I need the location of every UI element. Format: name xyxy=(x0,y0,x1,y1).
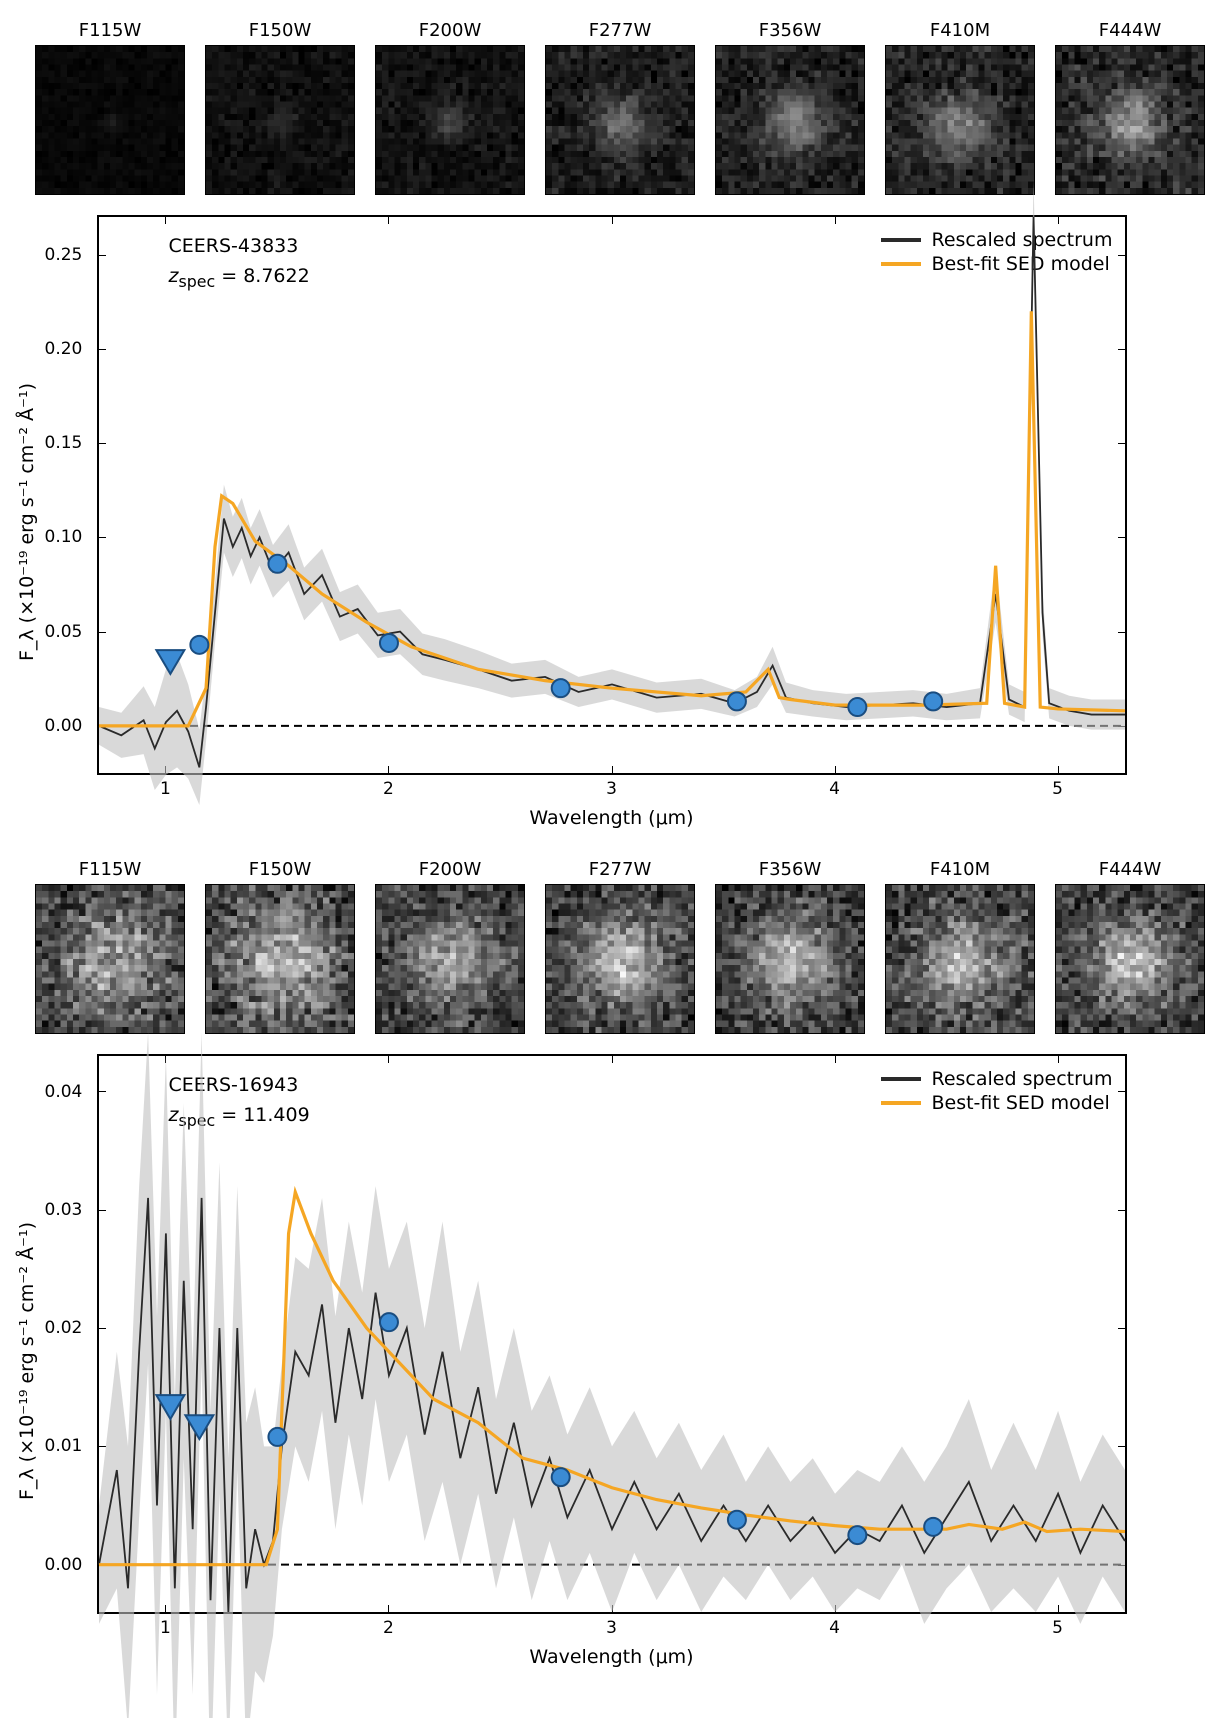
thumbnail-image xyxy=(545,45,695,195)
y-tick-label: 0.25 xyxy=(45,245,83,265)
y-tick-label: 0.03 xyxy=(45,1200,83,1220)
x-tick-label: 3 xyxy=(606,1618,617,1638)
thumbnail: F150W xyxy=(205,20,355,195)
photometry-point xyxy=(848,698,866,716)
filter-label: F356W xyxy=(759,859,822,880)
photometry-point xyxy=(551,679,569,697)
photometry-point xyxy=(379,634,397,652)
y-tick-label: 0.04 xyxy=(45,1082,83,1102)
y-tick-label: 0.02 xyxy=(45,1318,83,1338)
photometry-point xyxy=(924,692,942,710)
photometry-point xyxy=(551,1468,569,1486)
spectrum-line xyxy=(99,217,1125,767)
thumbnail-image xyxy=(1055,45,1205,195)
x-tick-label: 2 xyxy=(383,779,394,799)
spectrum-error-band xyxy=(99,1032,1125,1718)
x-tick-label: 5 xyxy=(1052,779,1063,799)
thumbnail: F200W xyxy=(375,20,525,195)
filter-label: F150W xyxy=(249,859,312,880)
photometry-point xyxy=(848,1526,866,1544)
filter-label: F277W xyxy=(589,20,652,41)
plot-svg xyxy=(99,1056,1125,1612)
filter-label: F150W xyxy=(249,20,312,41)
thumbnail-image xyxy=(715,45,865,195)
photometry-point xyxy=(379,1313,397,1331)
thumbnail-row: F115W F150W F200W F277W F356W F410M F444W xyxy=(30,20,1193,205)
filter-label: F444W xyxy=(1099,20,1162,41)
filter-label: F356W xyxy=(759,20,822,41)
y-tick-label: 0.10 xyxy=(45,527,83,547)
thumbnail: F150W xyxy=(205,859,355,1034)
filter-label: F115W xyxy=(79,859,142,880)
y-tick-label: 0.05 xyxy=(45,622,83,642)
thumbnail: F277W xyxy=(545,859,695,1034)
thumbnail-image xyxy=(1055,884,1205,1034)
sed-chart: F_λ (×10⁻¹⁹ erg s⁻¹ cm⁻² Å⁻¹)Rescaled sp… xyxy=(97,215,1127,829)
thumbnail: F444W xyxy=(1055,859,1205,1034)
photometry-point xyxy=(727,1511,745,1529)
y-tick-label: 0.15 xyxy=(45,433,83,453)
filter-label: F410M xyxy=(930,859,990,880)
filter-label: F277W xyxy=(589,859,652,880)
plot-svg xyxy=(99,217,1125,773)
thumbnail: F410M xyxy=(885,20,1035,195)
thumbnail: F277W xyxy=(545,20,695,195)
y-tick-label: 0.01 xyxy=(45,1436,83,1456)
y-axis-label: F_λ (×10⁻¹⁹ erg s⁻¹ cm⁻² Å⁻¹) xyxy=(16,1222,38,1500)
thumbnail-image xyxy=(35,884,185,1034)
y-tick-label: 0.00 xyxy=(45,1555,83,1575)
thumbnail: F410M xyxy=(885,859,1035,1034)
photometry-point xyxy=(924,1518,942,1536)
x-tick-label: 4 xyxy=(829,779,840,799)
sed-chart: F_λ (×10⁻¹⁹ erg s⁻¹ cm⁻² Å⁻¹)Rescaled sp… xyxy=(97,1054,1127,1668)
photometry-point xyxy=(268,555,286,573)
y-tick-label: 0.20 xyxy=(45,339,83,359)
x-tick-label: 1 xyxy=(160,779,171,799)
y-tick-label: 0.00 xyxy=(45,716,83,736)
thumbnail: F115W xyxy=(35,20,185,195)
sed-model-line xyxy=(99,311,1125,726)
x-axis-label: Wavelength (μm) xyxy=(97,807,1127,829)
thumbnail: F356W xyxy=(715,20,865,195)
photometry-point xyxy=(268,1428,286,1446)
filter-label: F410M xyxy=(930,20,990,41)
thumbnail-image xyxy=(885,884,1035,1034)
thumbnail: F444W xyxy=(1055,20,1205,195)
x-tick-label: 5 xyxy=(1052,1618,1063,1638)
y-axis-label: F_λ (×10⁻¹⁹ erg s⁻¹ cm⁻² Å⁻¹) xyxy=(16,383,38,661)
thumbnail-image xyxy=(205,884,355,1034)
plot-area: Rescaled spectrumBest-fit SED modelCEERS… xyxy=(97,215,1127,775)
thumbnail: F200W xyxy=(375,859,525,1034)
plot-area: Rescaled spectrumBest-fit SED modelCEERS… xyxy=(97,1054,1127,1614)
thumbnail: F115W xyxy=(35,859,185,1034)
spectrum-error-band xyxy=(99,179,1125,805)
x-tick-label: 3 xyxy=(606,779,617,799)
x-tick-label: 4 xyxy=(829,1618,840,1638)
filter-label: F200W xyxy=(419,859,482,880)
thumbnail-image xyxy=(715,884,865,1034)
x-tick-label: 1 xyxy=(160,1618,171,1638)
figure-panel: F115W F150W F200W F277W F356W F410M F444W F_λ (… xyxy=(30,859,1193,1668)
thumbnail-image xyxy=(885,45,1035,195)
photometry-point xyxy=(190,636,208,654)
filter-label: F200W xyxy=(419,20,482,41)
thumbnail-image xyxy=(35,45,185,195)
filter-label: F444W xyxy=(1099,859,1162,880)
thumbnail-row: F115W F150W F200W F277W F356W F410M F444W xyxy=(30,859,1193,1044)
thumbnail: F356W xyxy=(715,859,865,1034)
thumbnail-image xyxy=(545,884,695,1034)
photometry-point xyxy=(727,692,745,710)
thumbnail-image xyxy=(205,45,355,195)
filter-label: F115W xyxy=(79,20,142,41)
thumbnail-image xyxy=(375,884,525,1034)
x-tick-label: 2 xyxy=(383,1618,394,1638)
figure-panel: F115W F150W F200W F277W F356W F410M F444W F_λ (… xyxy=(30,20,1193,829)
thumbnail-image xyxy=(375,45,525,195)
